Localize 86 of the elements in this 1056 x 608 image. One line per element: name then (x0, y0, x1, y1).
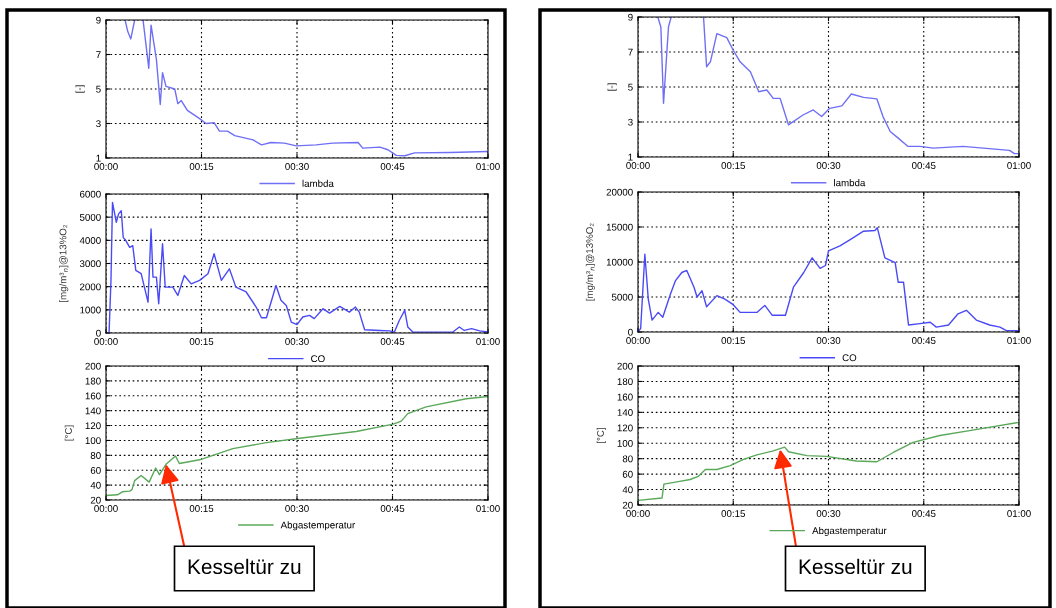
y-tick-label: 1 (96, 154, 101, 162)
x-tick-label: 00:15 (721, 337, 746, 344)
x-tick-label: 00:30 (816, 337, 841, 344)
x-tick-label: 00:45 (380, 338, 405, 345)
y-tick-label: 10000 (606, 258, 633, 266)
y-tick-label: 20000 (606, 188, 633, 196)
y-tick-label: 5000 (79, 213, 101, 221)
x-tick-label: 01:00 (1007, 337, 1031, 344)
annotation: Kesseltür zu (188, 558, 301, 575)
x-tick-label: 00:00 (626, 162, 650, 169)
y-tick-label: 60 (90, 466, 101, 474)
x-tick-label: 00:30 (816, 510, 841, 517)
x-tick-label: 01:00 (476, 163, 500, 170)
y-tick-label: 0 (628, 328, 633, 336)
y-tick-label: 15000 (606, 223, 633, 231)
y-axis-title: [mg/m³$_{n}$]@13%O₂ (585, 223, 595, 301)
y-axis-title: [-] (75, 85, 85, 93)
y-tick-label: 180 (617, 378, 633, 386)
y-tick-label: 100 (617, 439, 633, 447)
y-tick-label: 3 (96, 120, 101, 128)
y-tick-label: 140 (85, 407, 101, 415)
y-axis-title: [°C] (596, 428, 606, 443)
y-tick-label: 40 (622, 486, 633, 494)
y-tick-label: 80 (90, 452, 101, 459)
legend-label: Abgastemperatur (280, 521, 356, 531)
y-tick-label: 40 (90, 481, 101, 489)
legend-label: CO (842, 354, 857, 362)
x-tick-label: 00:30 (285, 338, 309, 345)
x-tick-label: 00:15 (189, 505, 214, 512)
y-tick-label: 2000 (80, 283, 101, 291)
x-tick-label: 00:00 (626, 510, 650, 517)
y-tick-label: 3 (628, 118, 633, 126)
y-tick-label: 180 (85, 377, 101, 385)
y-tick-label: 120 (617, 424, 633, 432)
x-tick-label: 00:15 (189, 338, 214, 345)
legend-label: lambda (302, 179, 334, 187)
y-tick-label: 120 (85, 422, 101, 430)
x-tick-label: 00:30 (285, 163, 309, 170)
y-tick-label: 80 (622, 455, 633, 463)
y-tick-label: 160 (617, 393, 633, 401)
x-tick-label: 00:30 (285, 505, 309, 512)
y-tick-label: 140 (617, 409, 633, 416)
x-tick-label: 00:00 (94, 505, 118, 512)
y-tick-label: 1000 (80, 306, 101, 314)
y-tick-label: 160 (85, 392, 101, 400)
y-tick-label: 5 (96, 85, 101, 93)
x-tick-label: 01:00 (476, 338, 500, 345)
y-tick-label: 5000 (611, 293, 633, 301)
x-tick-label: 00:00 (94, 338, 118, 345)
y-axis-title: [-] (607, 83, 617, 91)
legend-label: lambda (834, 179, 866, 187)
x-tick-label: 00:45 (380, 163, 405, 170)
y-tick-label: 200 (617, 362, 633, 370)
y-tick-label: 20 (90, 496, 101, 504)
y-tick-label: 60 (622, 470, 633, 478)
x-tick-label: 01:00 (476, 505, 500, 512)
x-tick-label: 01:00 (1007, 510, 1031, 517)
x-tick-label: 00:45 (911, 510, 936, 517)
x-tick-label: 00:45 (911, 337, 936, 344)
y-tick-label: 5 (628, 83, 633, 91)
x-tick-label: 00:00 (626, 337, 650, 344)
y-tick-label: 9 (96, 16, 101, 24)
y-tick-label: 6000 (80, 190, 101, 198)
x-tick-label: 00:30 (816, 162, 841, 169)
y-tick-label: 0 (96, 329, 101, 337)
y-tick-label: 1 (628, 153, 633, 161)
legend-label: Abgastemperatur (812, 526, 887, 537)
x-tick-label: 00:45 (911, 162, 936, 169)
x-tick-label: 00:15 (189, 163, 214, 170)
y-tick-label: 9 (628, 13, 633, 21)
y-tick-label: 3000 (79, 260, 101, 268)
y-tick-label: 20 (622, 501, 633, 509)
x-tick-label: 00:00 (94, 163, 118, 170)
x-tick-label: 01:00 (1007, 162, 1031, 169)
annotation: Kesseltür zu (799, 558, 912, 575)
y-tick-label: 4000 (79, 237, 101, 244)
y-tick-label: 7 (628, 48, 633, 56)
y-axis-title: [mg/m³$_{n}$]@13%O₂ (59, 224, 69, 302)
y-tick-label: 7 (96, 51, 101, 59)
y-tick-label: 200 (85, 362, 101, 370)
x-tick-label: 00:15 (721, 510, 746, 517)
y-tick-label: 100 (85, 437, 101, 445)
legend-label: CO (311, 355, 325, 363)
y-axis-title: [°C] (64, 425, 74, 441)
x-tick-label: 00:15 (721, 162, 746, 169)
x-tick-label: 00:45 (380, 505, 405, 512)
